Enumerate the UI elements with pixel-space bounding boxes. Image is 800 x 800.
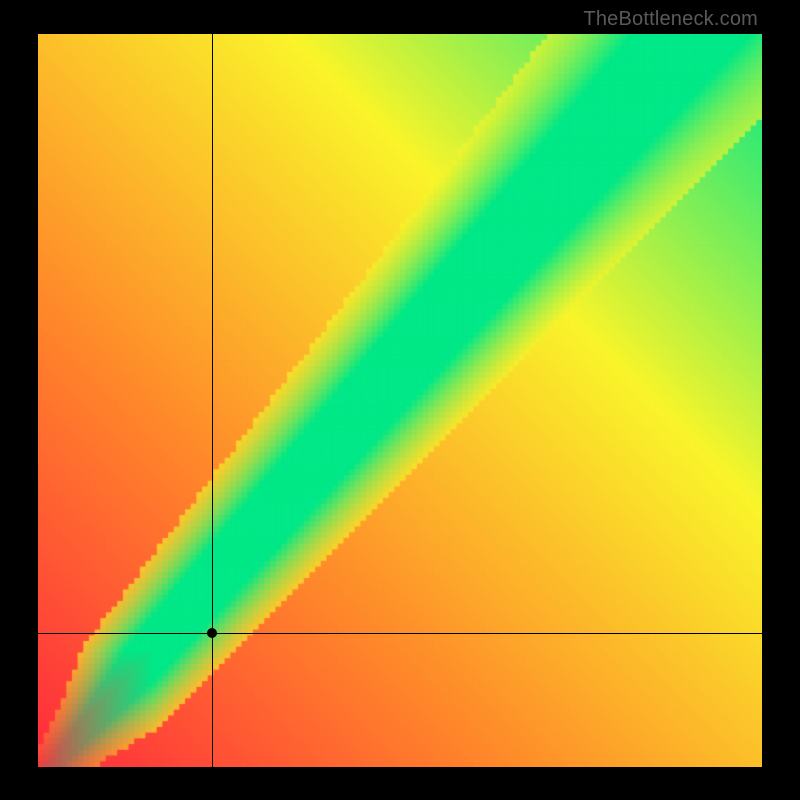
bottleneck-heatmap: [38, 34, 762, 767]
watermark-text: TheBottleneck.com: [583, 8, 758, 31]
crosshair-vertical: [212, 34, 213, 767]
crosshair-horizontal: [38, 633, 762, 634]
chart-container: TheBottleneck.com: [0, 0, 800, 800]
